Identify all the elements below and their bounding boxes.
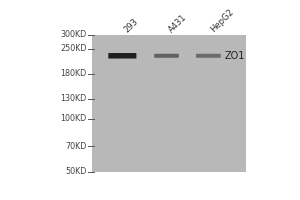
Text: 293: 293 xyxy=(122,16,140,34)
Text: 50KD: 50KD xyxy=(65,167,87,176)
Text: 100KD: 100KD xyxy=(61,114,87,123)
Text: HepG2: HepG2 xyxy=(208,7,235,34)
FancyBboxPatch shape xyxy=(196,54,221,58)
Text: 130KD: 130KD xyxy=(61,94,87,103)
Bar xyxy=(92,35,246,172)
Text: 180KD: 180KD xyxy=(61,69,87,78)
Text: 300KD: 300KD xyxy=(61,30,87,39)
Text: A431: A431 xyxy=(167,12,188,34)
FancyBboxPatch shape xyxy=(108,53,136,59)
Text: 250KD: 250KD xyxy=(60,44,87,53)
Text: ZO1: ZO1 xyxy=(225,51,245,61)
FancyBboxPatch shape xyxy=(154,54,179,58)
Text: 70KD: 70KD xyxy=(65,142,87,151)
